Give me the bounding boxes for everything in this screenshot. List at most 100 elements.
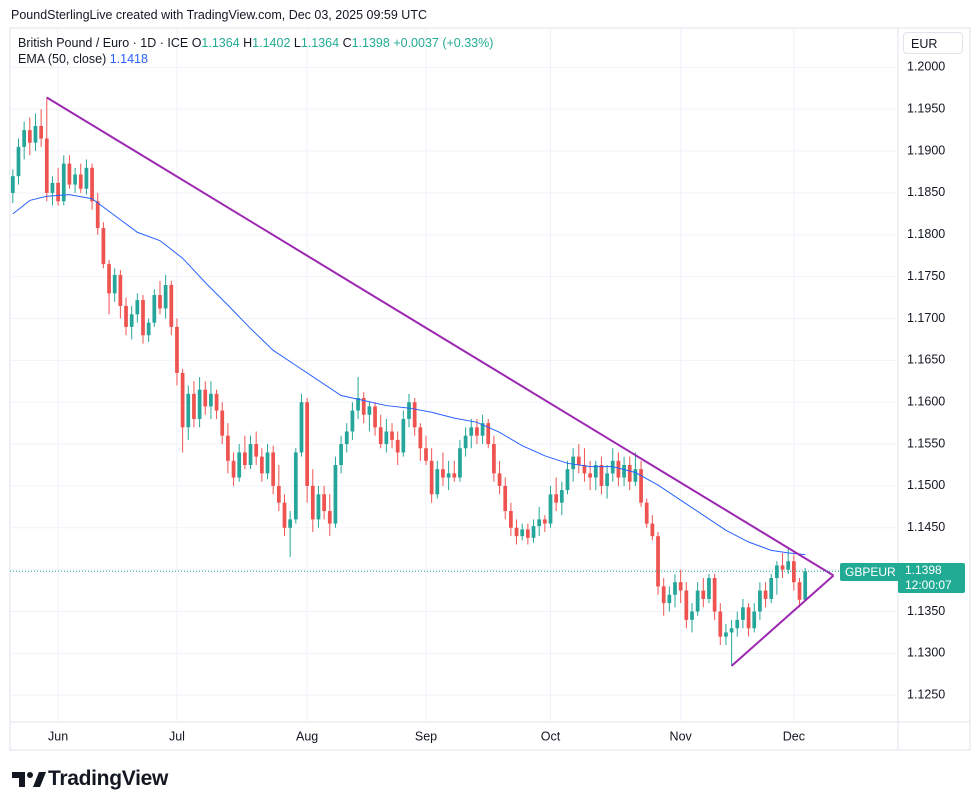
candle-body xyxy=(509,511,513,528)
candle-body xyxy=(356,398,360,411)
axes: 1.12501.13001.13501.14001.14501.15001.15… xyxy=(48,60,945,744)
candle-body xyxy=(310,485,315,520)
candle-body xyxy=(16,146,21,177)
candle-body xyxy=(350,410,355,432)
candle-body xyxy=(463,435,468,449)
candle-body xyxy=(712,578,717,612)
candle-body xyxy=(78,174,83,189)
candle-body xyxy=(797,582,802,600)
candle-body xyxy=(56,182,60,202)
candle-body xyxy=(452,473,457,478)
candle-body xyxy=(305,402,309,486)
y-tick-label: 1.1850 xyxy=(907,185,945,199)
candle-body xyxy=(786,561,791,570)
candle-body xyxy=(67,163,72,185)
grid xyxy=(10,28,898,722)
ema-line xyxy=(12,194,806,556)
y-tick-label: 1.1650 xyxy=(907,353,945,367)
candle-body xyxy=(701,590,706,599)
ohlc-label: C xyxy=(342,36,352,50)
candle-body xyxy=(520,529,525,537)
candle-body xyxy=(435,469,440,495)
candle-body xyxy=(729,628,734,633)
candle-body xyxy=(327,511,332,524)
y-tick-label: 1.1750 xyxy=(907,269,945,283)
candle-body xyxy=(112,274,117,294)
candle-body xyxy=(231,460,236,478)
candle-body xyxy=(424,448,428,461)
candle-body xyxy=(576,456,581,465)
candle-body xyxy=(644,502,649,524)
candle-body xyxy=(22,130,27,147)
candle-body xyxy=(656,536,660,587)
candle-body xyxy=(243,452,247,465)
candle-body xyxy=(288,519,293,528)
candle-body xyxy=(339,444,343,465)
candle-body xyxy=(271,452,276,486)
y-tick-label: 1.1350 xyxy=(907,604,945,618)
candle-body xyxy=(293,452,298,520)
ohlc-value: 1.1364 xyxy=(300,36,340,50)
candle-body xyxy=(752,611,757,629)
brand-logo xyxy=(12,772,46,787)
y-tick-label: 1.2000 xyxy=(907,60,945,74)
candle-body xyxy=(418,427,423,449)
candle-body xyxy=(33,125,38,143)
y-tick-label: 1.1500 xyxy=(907,478,945,492)
candle-body xyxy=(775,565,779,579)
candle-body xyxy=(265,452,270,474)
trendline xyxy=(730,574,835,667)
candle-body xyxy=(73,174,77,185)
price-tag-countdown: 12:00:07 xyxy=(905,578,952,592)
candle-body xyxy=(214,393,219,411)
symbol: British Pound / Euro · 1D · ICE xyxy=(18,36,189,50)
ohlc-value: 1.1402 xyxy=(252,36,291,50)
candle-body xyxy=(322,494,326,512)
candle-body xyxy=(441,469,445,478)
candle-body xyxy=(429,460,434,495)
x-tick-label: Dec xyxy=(783,729,805,743)
x-tick-label: Jun xyxy=(48,729,68,743)
candle-body xyxy=(503,485,508,512)
candle-body xyxy=(412,402,417,428)
candle-body xyxy=(605,473,609,486)
candle-body xyxy=(407,402,411,419)
candle-body xyxy=(599,464,604,486)
candle-body xyxy=(639,469,643,503)
candle-body xyxy=(367,406,372,415)
symbol-tag: GBPEUR xyxy=(840,563,901,581)
candle-body xyxy=(486,423,491,445)
candle-body xyxy=(695,590,700,612)
candle-body xyxy=(27,130,32,143)
candle-body xyxy=(192,393,196,419)
candle-body xyxy=(124,305,128,327)
candle-body xyxy=(169,285,174,327)
candle-body xyxy=(497,473,502,486)
candle-body xyxy=(582,464,587,474)
candle-body xyxy=(690,611,694,620)
candle-body xyxy=(627,464,632,482)
candle-body xyxy=(378,427,383,445)
brand: TradingView xyxy=(48,767,169,790)
candle-body xyxy=(135,300,140,315)
candle-body xyxy=(616,460,621,478)
symbol-legend: British Pound / Euro · 1D · ICE O1.1364 … xyxy=(18,36,493,50)
plot-area xyxy=(10,96,898,667)
candle-body xyxy=(571,456,576,470)
candle-body xyxy=(525,529,530,538)
candle-body xyxy=(758,590,762,612)
ohlc-label: O xyxy=(191,36,202,50)
candle-body xyxy=(248,444,253,465)
candle-body xyxy=(803,571,808,600)
candle-body xyxy=(565,469,570,491)
candle-body xyxy=(724,632,728,637)
candle-body xyxy=(254,444,259,457)
y-tick-label: 1.1600 xyxy=(907,395,945,409)
currency-button[interactable]: EUR xyxy=(903,32,963,54)
candle-body xyxy=(158,295,162,309)
candle-body xyxy=(554,494,559,503)
candle-body xyxy=(152,295,157,323)
candle-body xyxy=(220,410,225,436)
y-tick-label: 1.1300 xyxy=(907,646,945,660)
candle-body xyxy=(735,619,740,629)
